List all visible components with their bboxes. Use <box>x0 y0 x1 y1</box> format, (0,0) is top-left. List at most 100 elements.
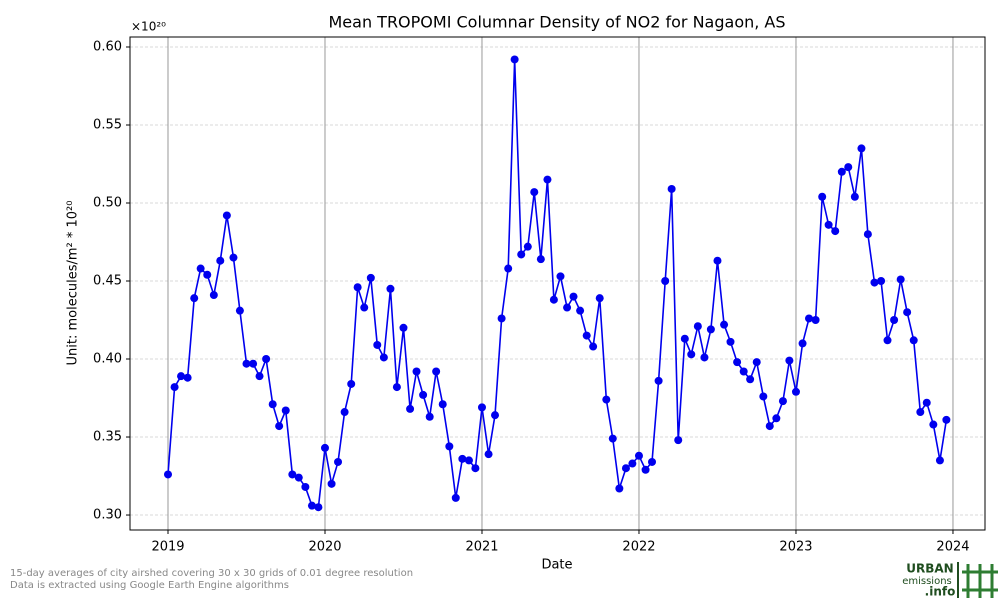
data-point <box>641 465 650 474</box>
data-point <box>530 188 539 197</box>
logo: URBAN emissions .info <box>902 562 998 599</box>
data-point <box>628 459 637 468</box>
data-point <box>196 264 205 273</box>
data-point <box>209 291 218 300</box>
data-point <box>667 184 676 193</box>
data-point <box>177 372 186 381</box>
data-point <box>268 400 277 409</box>
data-point <box>759 392 768 401</box>
data-point <box>680 334 689 343</box>
data-point <box>608 434 617 443</box>
data-point <box>242 359 251 368</box>
data-point <box>837 167 846 176</box>
y-tick-label: 0.50 <box>93 195 122 210</box>
data-point <box>778 397 787 406</box>
data-point <box>379 353 388 362</box>
data-point <box>916 408 925 417</box>
data-point <box>386 284 395 293</box>
data-point <box>615 484 624 493</box>
data-point <box>661 277 670 286</box>
x-tick-label: 2022 <box>622 540 655 555</box>
data-point <box>183 373 192 382</box>
data-point <box>373 340 382 349</box>
x-axis-label: Date <box>541 558 572 573</box>
data-point <box>353 283 362 292</box>
data-point <box>595 294 604 303</box>
data-point <box>700 353 709 362</box>
data-point <box>360 303 369 312</box>
data-point <box>471 464 480 473</box>
data-point <box>406 404 415 413</box>
data-point <box>334 457 343 466</box>
data-point <box>922 398 931 407</box>
footnote: 15-day averages of city airshed covering… <box>10 568 413 579</box>
data-point <box>543 175 552 184</box>
data-point <box>746 375 755 384</box>
x-tick-label: 2020 <box>308 540 341 555</box>
data-point <box>576 306 585 315</box>
x-tick-label: 2024 <box>936 540 969 555</box>
data-point <box>850 192 859 201</box>
y-tick-label: 0.35 <box>93 430 122 445</box>
data-point <box>798 339 807 348</box>
data-point <box>713 256 722 265</box>
data-point <box>909 336 918 345</box>
data-point <box>935 456 944 465</box>
data-point <box>412 367 421 376</box>
data-point <box>942 415 951 424</box>
data-point <box>634 451 643 460</box>
data-point <box>877 277 886 286</box>
data-point <box>170 383 179 392</box>
y-tick-label: 0.60 <box>93 39 122 54</box>
y-tick-label: 0.45 <box>93 274 122 289</box>
data-point <box>687 350 696 359</box>
data-point <box>556 272 565 281</box>
data-point <box>648 457 657 466</box>
data-point <box>811 316 820 325</box>
data-point <box>857 144 866 153</box>
data-line <box>167 59 948 509</box>
data-point <box>720 320 729 329</box>
data-point <box>693 322 702 331</box>
logo-text: URBAN <box>906 562 953 576</box>
data-point <box>929 420 938 429</box>
data-point <box>497 314 506 323</box>
data-point <box>844 163 853 172</box>
logo-text: .info <box>925 585 956 599</box>
data-point <box>654 376 663 385</box>
data-point <box>863 230 872 239</box>
data-point <box>222 211 231 220</box>
data-point <box>674 436 683 445</box>
data-point <box>890 316 899 325</box>
x-tick-label: 2019 <box>151 540 184 555</box>
data-point <box>510 55 519 64</box>
data-point <box>445 442 454 451</box>
data-point <box>281 406 290 415</box>
footnote: Data is extracted using Google Earth Eng… <box>10 580 289 591</box>
data-point <box>831 227 840 236</box>
data-point <box>425 412 434 421</box>
data-point <box>275 422 284 431</box>
data-point <box>438 400 447 409</box>
data-point <box>294 473 303 482</box>
data-point <box>340 408 349 417</box>
data-point <box>477 403 486 412</box>
data-point <box>726 337 735 346</box>
data-point <box>818 192 827 201</box>
data-point <box>504 264 513 273</box>
data-point <box>255 372 264 381</box>
data-point <box>163 470 172 479</box>
data-point <box>824 220 833 229</box>
data-point <box>785 356 794 365</box>
data-point <box>327 479 336 488</box>
data-point <box>307 501 316 510</box>
chart-title: Mean TROPOMI Columnar Density of NO2 for… <box>328 13 785 32</box>
y-tick-label: 0.30 <box>93 508 122 523</box>
data-point <box>216 256 225 265</box>
y-multiplier: ×10²⁰ <box>131 20 166 34</box>
data-point <box>870 278 879 287</box>
y-axis-label: Unit: molecules/m² * 10²⁰ <box>66 201 81 366</box>
data-point <box>419 390 428 399</box>
data-point <box>491 411 500 420</box>
